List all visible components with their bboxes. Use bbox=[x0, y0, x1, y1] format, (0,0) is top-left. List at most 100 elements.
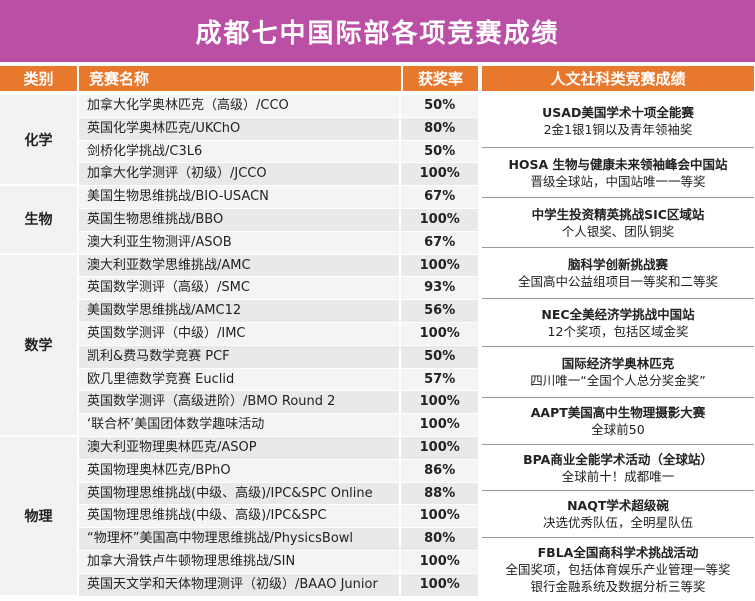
humanities-detail: 四川唯一“全国个人总分奖金奖” bbox=[530, 373, 706, 388]
award-rate: 100% bbox=[399, 254, 478, 277]
competition-name: 英国化学奥林匹克/UKChO bbox=[87, 120, 241, 136]
humanities-detail: 全球前十！成都唯一 bbox=[561, 468, 675, 484]
humanities-item: 中学生投资精英挑战SIC区域站 个人银奖、团队铜奖 bbox=[482, 197, 754, 247]
humanities-item: USAD美国学术十项全能赛 2金1银1铜以及青年领袖奖 bbox=[482, 95, 754, 147]
award-rate: 88% bbox=[399, 482, 478, 505]
table-row: 美国数学思维挑战/AMC12 56% bbox=[79, 300, 478, 323]
table-row: 美国生物思维挑战/BIO-USACN 67% bbox=[79, 186, 478, 209]
competition-name: 凯利&费马数学竞赛 PCF bbox=[87, 348, 230, 364]
table-row: 欧几里德数学竞赛 Euclid 57% bbox=[79, 368, 478, 392]
table-row: 澳大利亚数学思维挑战/AMC 100% bbox=[79, 254, 478, 278]
humanities-item: AAPT美国高中生物理摄影大赛 全球前50 bbox=[482, 397, 754, 444]
table-row: 英国数学测评（高级进阶）/BMO Round 2 100% bbox=[79, 391, 478, 415]
header-rate: 获奖率 bbox=[403, 66, 478, 91]
humanities-item: 国际经济学奥林匹克四川唯一“全国个人总分奖金奖” bbox=[482, 346, 754, 397]
header-competition: 竞赛名称 bbox=[79, 66, 401, 91]
table-row: 加拿大化学测评（初级）/JCCO 100% bbox=[79, 163, 478, 187]
award-rate: 50% bbox=[399, 345, 478, 368]
humanities-detail: 全国高中公益组项目一等奖和二等奖 bbox=[517, 274, 718, 289]
category-label: 生物 bbox=[0, 186, 77, 255]
award-rate: 57% bbox=[399, 368, 478, 391]
competition-name: 欧几里德数学竞赛 Euclid bbox=[87, 371, 235, 387]
competition-name: 英国数学测评（高级进阶）/BMO Round 2 bbox=[87, 394, 336, 410]
competition-name: 英国物理奥林匹克/BPhO bbox=[87, 462, 231, 478]
table-row: “物理杯”美国高中物理思维挑战/PhysicsBowl 80% bbox=[79, 528, 478, 551]
humanities-item: BPA商业全能学术活动（全球站） 全球前十！成都唯一 bbox=[482, 444, 754, 490]
competition-name: ‘联合杯’美国团体数学趣味活动 bbox=[87, 417, 265, 433]
table-row: ‘联合杯’美国团体数学趣味活动 100% bbox=[79, 414, 478, 437]
humanities-title: NEC全美经济学挑战中国站 bbox=[541, 306, 695, 322]
category-label: 数学 bbox=[0, 254, 77, 437]
humanities-title: 中学生投资精英挑战SIC区域站 bbox=[531, 206, 705, 222]
competition-name: 加拿大化学测评（初级）/JCCO bbox=[87, 166, 267, 182]
award-rate: 50% bbox=[399, 95, 478, 117]
award-rate: 67% bbox=[399, 186, 478, 208]
competition-name: 加拿大化学奥林匹克（高级）/CCO bbox=[87, 98, 289, 113]
humanities-title: BPA商业全能学术活动（全球站） bbox=[523, 451, 713, 467]
humanities-item: 脑科学创新挑战赛全国高中公益组项目一等奖和二等奖 bbox=[482, 247, 754, 298]
competition-name: 美国数学思维挑战/AMC12 bbox=[87, 303, 242, 319]
humanities-item: NEC全美经济学挑战中国站 12个奖项，包括区域金奖 bbox=[482, 298, 754, 346]
humanities-detail: 决选优秀队伍，全明星队伍 bbox=[542, 515, 693, 530]
award-rate: 100% bbox=[399, 391, 478, 414]
competition-name: 澳大利亚生物测评/ASOB bbox=[87, 234, 232, 250]
table-row: 英国物理奥林匹克/BPhO 86% bbox=[79, 459, 478, 483]
competition-name: 英国天文学和天体物理测评（初级）/BAAO Junior bbox=[87, 576, 378, 592]
humanities-detail: 晋级全球站，中国站唯一一等奖 bbox=[530, 173, 706, 189]
competition-name: 英国生物思维挑战/BBO bbox=[87, 212, 224, 227]
award-rate: 100% bbox=[399, 414, 478, 436]
competition-name: 美国生物思维挑战/BIO-USACN bbox=[87, 189, 269, 205]
table-row: 英国生物思维挑战/BBO 100% bbox=[79, 209, 478, 232]
page-title: 成都七中国际部各项竞赛成绩 bbox=[0, 0, 755, 62]
competition-name: 澳大利亚物理奥林匹克/ASOP bbox=[87, 440, 257, 455]
humanities-item: NAQT学术超级碗决选优秀队伍，全明星队伍 bbox=[482, 490, 754, 537]
humanities-detail: 银行金融系统及数据分析三等奖 bbox=[530, 578, 706, 594]
table-row: 英国化学奥林匹克/UKChO 80% bbox=[79, 117, 478, 141]
award-rate: 80% bbox=[399, 117, 478, 140]
humanities-title: FBLA全国商科学术挑战活动 bbox=[537, 544, 699, 560]
humanities-title: HOSA 生物与健康未来领袖峰会中国站 bbox=[508, 156, 728, 172]
competition-name: 加拿大滑铁卢牛顿物理思维挑战/SIN bbox=[87, 554, 296, 569]
table-row: 英国天文学和天体物理测评（初级）/BAAO Junior 100% bbox=[79, 573, 478, 597]
competition-name: 英国数学测评（中级）/IMC bbox=[87, 326, 246, 341]
humanities-item: FBLA全国商科学术挑战活动 全国奖项，包括体育娱乐产业管理一等奖 银行金融系统及数… bbox=[482, 537, 754, 600]
competition-name: “物理杯”美国高中物理思维挑战/PhysicsBowl bbox=[87, 531, 354, 547]
table-row: 剑桥化学挑战/C3L6 50% bbox=[79, 140, 478, 164]
award-rate: 86% bbox=[399, 459, 478, 482]
humanities-item: HOSA 生物与健康未来领袖峰会中国站 晋级全球站，中国站唯一一等奖 bbox=[482, 147, 754, 197]
humanities-title: USAD美国学术十项全能赛 bbox=[542, 105, 694, 120]
award-rate: 100% bbox=[399, 163, 478, 186]
humanities-detail: 2金1银1铜以及青年领袖奖 bbox=[543, 122, 693, 137]
humanities-title: 国际经济学奥林匹克 bbox=[561, 356, 675, 371]
award-rate: 50% bbox=[399, 140, 478, 163]
table-row: 英国物理思维挑战(中级、高级)/IPC&SPC 100% bbox=[79, 505, 478, 529]
humanities-title: AAPT美国高中生物理摄影大赛 bbox=[530, 405, 706, 420]
table-row: 英国数学测评（高级）/SMC 93% bbox=[79, 277, 478, 301]
award-rate: 56% bbox=[399, 300, 478, 322]
award-rate: 100% bbox=[399, 573, 478, 596]
competition-name: 英国数学测评（高级）/SMC bbox=[87, 280, 250, 296]
header-humanities: 人文社科类竞赛成绩 bbox=[482, 66, 754, 91]
header-category: 类别 bbox=[0, 66, 77, 91]
table-row: 英国物理思维挑战(中级、高级)/IPC&SPC Online 88% bbox=[79, 482, 478, 506]
table-row: 加拿大滑铁卢牛顿物理思维挑战/SIN 100% bbox=[79, 551, 478, 574]
humanities-title: 脑科学创新挑战赛 bbox=[567, 257, 668, 272]
humanities-detail: 12个奖项，包括区域金奖 bbox=[547, 323, 689, 339]
table-row: 凯利&费马数学竞赛 PCF 50% bbox=[79, 345, 478, 369]
table-row: 澳大利亚生物测评/ASOB 67% bbox=[79, 231, 478, 255]
award-rate: 100% bbox=[399, 551, 478, 573]
competition-name: 剑桥化学挑战/C3L6 bbox=[87, 143, 203, 159]
competition-name: 英国物理思维挑战(中级、高级)/IPC&SPC Online bbox=[87, 485, 373, 501]
award-rate: 67% bbox=[399, 231, 478, 254]
award-rate: 100% bbox=[399, 209, 478, 231]
humanities-title: NAQT学术超级碗 bbox=[567, 498, 669, 513]
award-rate: 100% bbox=[399, 437, 478, 459]
award-rate: 100% bbox=[399, 323, 478, 345]
humanities-detail: 全球前50 bbox=[591, 422, 645, 437]
award-rate: 93% bbox=[399, 277, 478, 300]
humanities-detail: 个人银奖、团队铜奖 bbox=[561, 223, 675, 239]
table-row: 澳大利亚物理奥林匹克/ASOP 100% bbox=[79, 437, 478, 460]
category-label: 物理 bbox=[0, 437, 77, 597]
category-label: 化学 bbox=[0, 95, 77, 187]
humanities-detail: 全国奖项，包括体育娱乐产业管理一等奖 bbox=[505, 561, 731, 577]
